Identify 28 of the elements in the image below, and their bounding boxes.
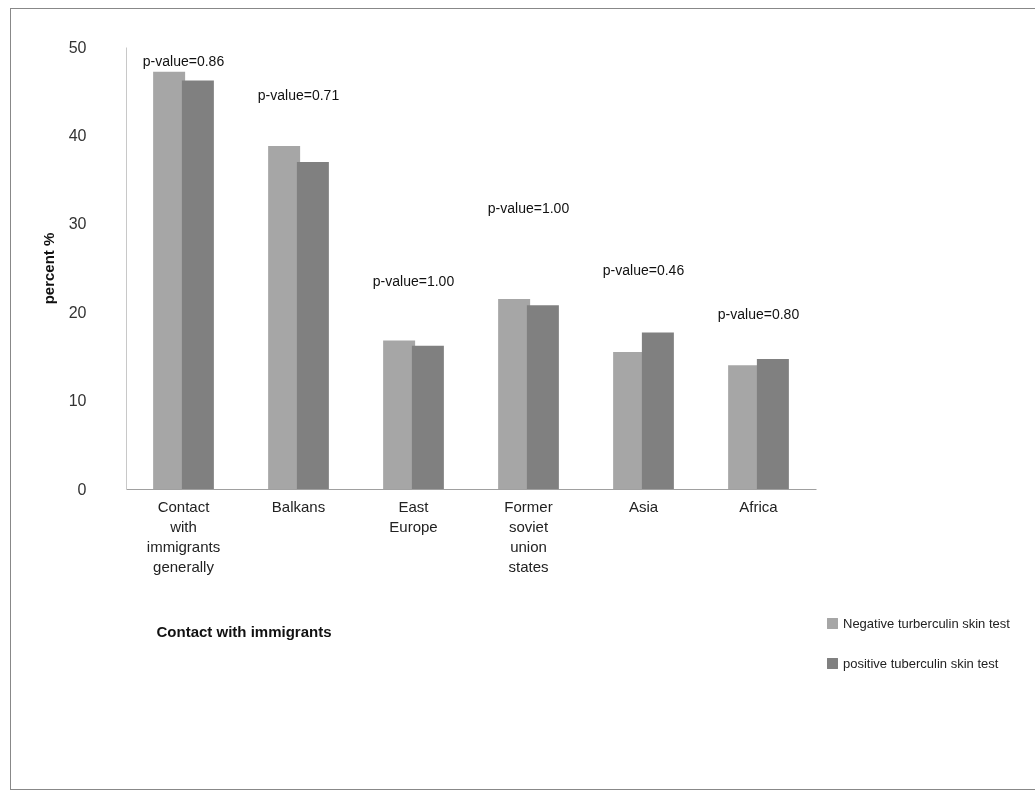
y-tick-label: 50 (68, 38, 87, 56)
annotation: p-value=1.00 (372, 273, 455, 290)
y-tick-label: 20 (68, 303, 87, 321)
annotation: p-value=0.80 (717, 306, 800, 323)
y-tick-label: 10 (68, 392, 87, 410)
legend-label: Negative turberculin skin test (843, 615, 1011, 631)
x-tick-label: Asia (628, 497, 659, 515)
x-tick-label: Former soviet union states (504, 497, 553, 575)
x-tick-label: East Europe (389, 497, 438, 535)
y-tick-label: 0 (77, 480, 87, 498)
bar (756, 359, 789, 489)
bar (641, 332, 674, 489)
annotation: p-value=0.86 (142, 52, 225, 69)
x-tick-label: Balkans (271, 497, 326, 515)
legend-label: positive tuberculin skin test (843, 655, 999, 671)
y-axis-title: percent % (39, 232, 57, 305)
x-axis-title: Contact with immigrants (156, 622, 332, 640)
y-tick-label: 30 (68, 215, 87, 233)
annotation: p-value=0.71 (257, 87, 340, 104)
x-tick-label: Contact with immigrants generally (146, 497, 221, 575)
x-tick-label: Africa (739, 497, 779, 515)
bar (181, 80, 214, 489)
bar (296, 161, 329, 489)
annotation: p-value=1.00 (487, 199, 570, 216)
bar (526, 305, 559, 489)
y-tick-label: 40 (68, 126, 87, 144)
bar (411, 345, 444, 489)
annotation: p-value=0.46 (602, 261, 685, 278)
